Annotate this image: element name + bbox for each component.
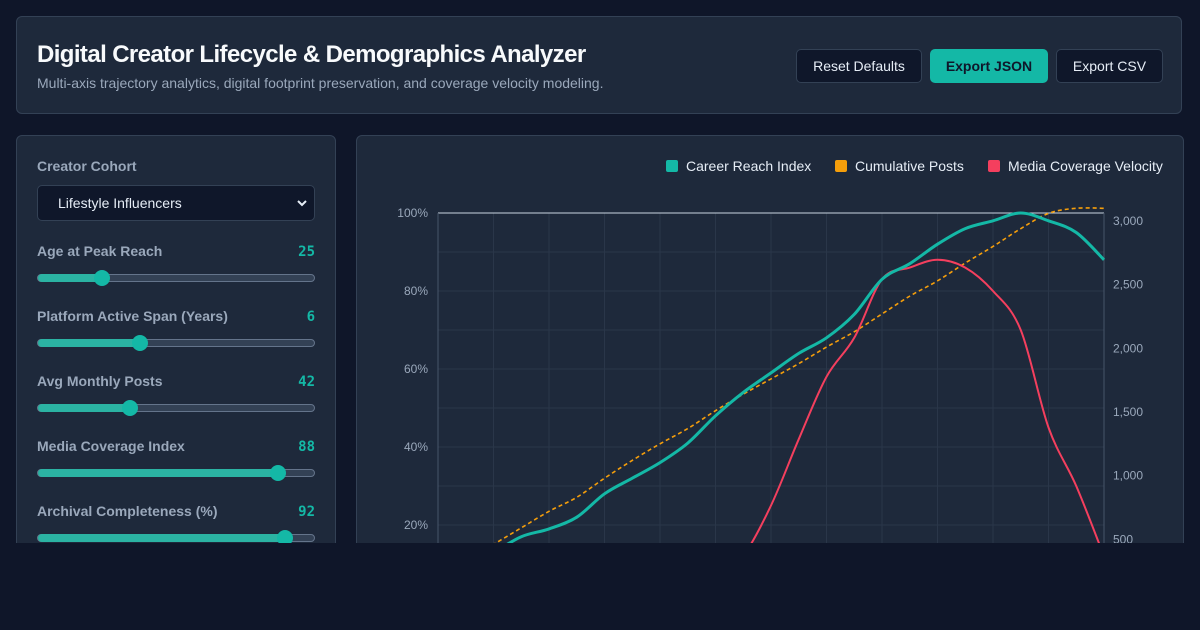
slider-fill <box>38 404 130 412</box>
controls-panel: Creator Cohort Lifestyle Influencers Age… <box>16 135 336 555</box>
legend-item-career-reach[interactable]: Career Reach Index <box>666 158 811 174</box>
slider-active-span[interactable] <box>37 335 315 351</box>
series-line-cumulative-posts <box>475 207 1105 554</box>
slider-fill <box>38 469 278 477</box>
export-csv-button[interactable]: Export CSV <box>1056 49 1163 83</box>
slider-label-media-coverage: Media Coverage Index <box>37 438 185 454</box>
legend-label: Media Coverage Velocity <box>1008 158 1163 174</box>
slider-value-active-span: 6 <box>306 309 315 325</box>
slider-label-monthly-posts: Avg Monthly Posts <box>37 373 163 389</box>
slider-media-coverage[interactable] <box>37 465 315 481</box>
y-right-tick-label: 2,000 <box>1113 341 1143 355</box>
legend-swatch <box>988 160 1000 172</box>
slider-archival[interactable] <box>37 530 315 546</box>
slider-fill <box>38 339 140 347</box>
y-left-tick-label: 80% <box>404 284 428 298</box>
slider-thumb[interactable] <box>131 335 148 351</box>
slider-value-media-coverage: 88 <box>298 439 315 455</box>
cohort-select[interactable]: Lifestyle Influencers <box>37 185 315 221</box>
slider-value-archival: 92 <box>298 504 315 520</box>
y-right-tick-label: 3,000 <box>1113 214 1143 228</box>
slider-label-archival: Archival Completeness (%) <box>37 503 218 519</box>
slider-label-active-span: Platform Active Span (Years) <box>37 308 228 324</box>
legend-swatch <box>666 160 678 172</box>
cohort-label: Creator Cohort <box>37 158 137 174</box>
chart-panel: Career Reach Index Cumulative Posts Medi… <box>356 135 1184 555</box>
reset-defaults-button[interactable]: Reset Defaults <box>796 49 922 83</box>
slider-monthly-posts[interactable] <box>37 400 315 416</box>
page-background <box>0 543 1200 630</box>
slider-thumb[interactable] <box>277 530 294 546</box>
slider-value-age-peak: 25 <box>298 244 315 260</box>
slider-thumb[interactable] <box>121 400 138 416</box>
slider-label-age-peak: Age at Peak Reach <box>37 243 163 259</box>
legend-swatch <box>835 160 847 172</box>
header-panel: Digital Creator Lifecycle & Demographics… <box>16 16 1182 114</box>
y-right-tick-label: 1,000 <box>1113 469 1143 483</box>
slider-thumb[interactable] <box>93 270 110 286</box>
legend-label: Cumulative Posts <box>855 158 964 174</box>
slider-fill <box>38 534 286 542</box>
page-title: Digital Creator Lifecycle & Demographics… <box>37 41 586 68</box>
y-left-tick-label: 40% <box>404 440 428 454</box>
series-line-media-coverage <box>743 258 1105 554</box>
slider-thumb[interactable] <box>269 465 286 481</box>
cohort-select-value: Lifestyle Influencers <box>58 195 182 211</box>
y-left-tick-label: 20% <box>404 518 428 532</box>
y-left-tick-label: 100% <box>397 206 428 220</box>
y-right-tick-label: 1,500 <box>1113 405 1143 419</box>
slider-value-monthly-posts: 42 <box>298 374 315 390</box>
chevron-down-icon <box>297 200 307 207</box>
y-right-tick-label: 500 <box>1113 532 1133 546</box>
y-left-tick-label: 60% <box>404 362 428 376</box>
series-line-career-reach <box>486 211 1106 554</box>
legend-item-cumulative-posts[interactable]: Cumulative Posts <box>835 158 964 174</box>
export-json-button[interactable]: Export JSON <box>930 49 1048 83</box>
legend-label: Career Reach Index <box>686 158 812 174</box>
y-right-tick-label: 2,500 <box>1113 278 1143 292</box>
slider-fill <box>38 274 102 282</box>
legend-item-coverage-velocity[interactable]: Media Coverage Velocity <box>988 158 1163 174</box>
page-subtitle: Multi-axis trajectory analytics, digital… <box>37 75 604 91</box>
chart-canvas: 20% 40% 60% 80% 100% 500 1,000 1,500 2,000 2,500 3… <box>397 206 1143 554</box>
slider-age-peak[interactable] <box>37 270 315 286</box>
